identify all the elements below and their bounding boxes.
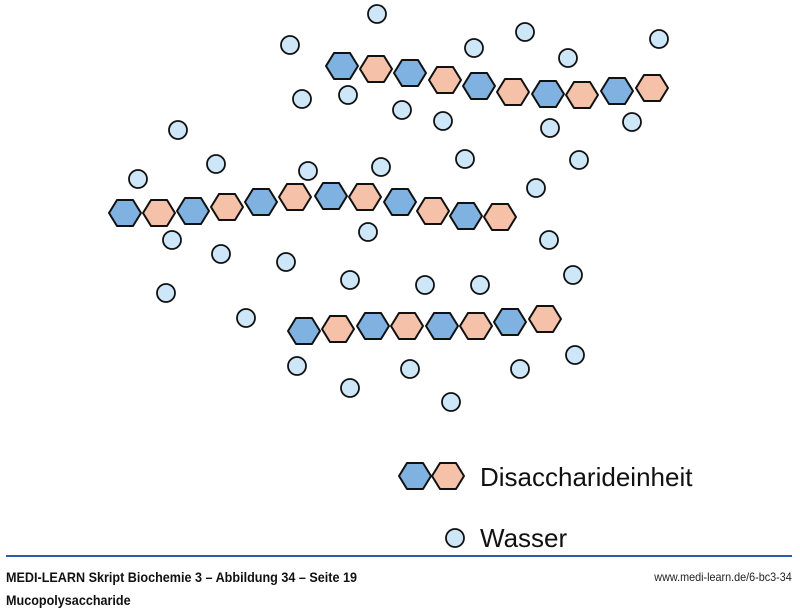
disaccharide-unit-hexagon (462, 72, 496, 100)
water-molecule-circle (206, 154, 226, 174)
water-molecule-circle (622, 112, 642, 132)
footer-title: MEDI-LEARN Skript Biochemie 3 – Abbildun… (6, 569, 358, 585)
disaccharide-unit-hexagon (428, 66, 462, 94)
footer-divider (6, 555, 792, 557)
disaccharide-unit-hexagon (108, 199, 142, 227)
water-molecule-circle (168, 120, 188, 140)
water-molecule-circle (340, 270, 360, 290)
water-molecule-circle (162, 230, 182, 250)
legend-water-label: Wasser (480, 523, 568, 553)
water-molecule-circle (400, 359, 420, 379)
disaccharide-unit-hexagon (528, 305, 562, 333)
disaccharide-unit-hexagon (210, 193, 244, 221)
disaccharide-unit-hexagon (635, 74, 669, 102)
disaccharide-unit-hexagon (314, 182, 348, 210)
disaccharide-unit-hexagon (393, 59, 427, 87)
disaccharide-unit-hexagon (278, 183, 312, 211)
disaccharide-unit-hexagon (531, 80, 565, 108)
disaccharide-unit-hexagon (321, 315, 355, 343)
water-molecule-circle (280, 35, 300, 55)
water-molecule-circle (455, 149, 475, 169)
disaccharide-unit-hexagon (383, 188, 417, 216)
disaccharide-unit-hexagon (493, 308, 527, 336)
water-molecule-circle (540, 118, 560, 138)
water-molecule-circle (539, 230, 559, 250)
disaccharide-unit-hexagon (496, 78, 530, 106)
water-molecule-circle (526, 178, 546, 198)
water-molecule-circle (156, 283, 176, 303)
water-molecule-circle (558, 48, 578, 68)
water-molecule-circle (569, 150, 589, 170)
water-molecule-circle (515, 22, 535, 42)
water-molecule-circle (276, 252, 296, 272)
legend-hexagon-blue-icon (398, 462, 432, 490)
water-molecule-circle (415, 275, 435, 295)
water-molecule-circle (510, 359, 530, 379)
disaccharide-unit-hexagon (565, 81, 599, 109)
legend-disaccharide-label: Disaccharideinheit (480, 462, 693, 492)
disaccharide-unit-hexagon (416, 197, 450, 225)
water-molecule-circle (464, 38, 484, 58)
disaccharide-unit-hexagon (600, 77, 634, 105)
disaccharide-unit-hexagon (244, 188, 278, 216)
water-molecule-circle (128, 169, 148, 189)
disaccharide-unit-hexagon (359, 55, 393, 83)
disaccharide-unit-hexagon (325, 52, 359, 80)
figure-caption: Mucopolysaccharide (6, 592, 131, 608)
disaccharide-unit-hexagon (142, 199, 176, 227)
water-molecule-circle (338, 85, 358, 105)
water-molecule-circle (340, 378, 360, 398)
legend-water-icon (445, 528, 465, 548)
water-molecule-circle (392, 100, 412, 120)
mucopolysaccharide-diagram (108, 4, 669, 548)
disaccharide-unit-hexagon (348, 183, 382, 211)
water-molecule-circle (441, 392, 461, 412)
water-molecule-circle (298, 161, 318, 181)
footer-url[interactable]: www.medi-learn.de/6-bc3-34 (654, 570, 792, 584)
water-molecule-circle (565, 345, 585, 365)
legend-hexagon-pink-icon (431, 462, 465, 490)
disaccharide-unit-hexagon (483, 203, 517, 231)
water-molecule-circle (287, 356, 307, 376)
disaccharide-unit-hexagon (176, 197, 210, 225)
water-molecule-circle (211, 244, 231, 264)
water-molecule-circle (292, 89, 312, 109)
disaccharide-unit-hexagon (459, 312, 493, 340)
water-molecule-circle (470, 275, 490, 295)
water-molecule-circle (563, 265, 583, 285)
water-molecule-circle (649, 29, 669, 49)
disaccharide-unit-hexagon (425, 312, 459, 340)
disaccharide-unit-hexagon (287, 317, 321, 345)
water-molecule-circle (358, 222, 378, 242)
disaccharide-unit-hexagon (356, 312, 390, 340)
water-molecule-circle (433, 111, 453, 131)
water-molecule-circle (367, 4, 387, 24)
disaccharide-unit-hexagon (449, 202, 483, 230)
water-molecule-circle (371, 157, 391, 177)
disaccharide-unit-hexagon (390, 312, 424, 340)
water-molecule-circle (236, 308, 256, 328)
